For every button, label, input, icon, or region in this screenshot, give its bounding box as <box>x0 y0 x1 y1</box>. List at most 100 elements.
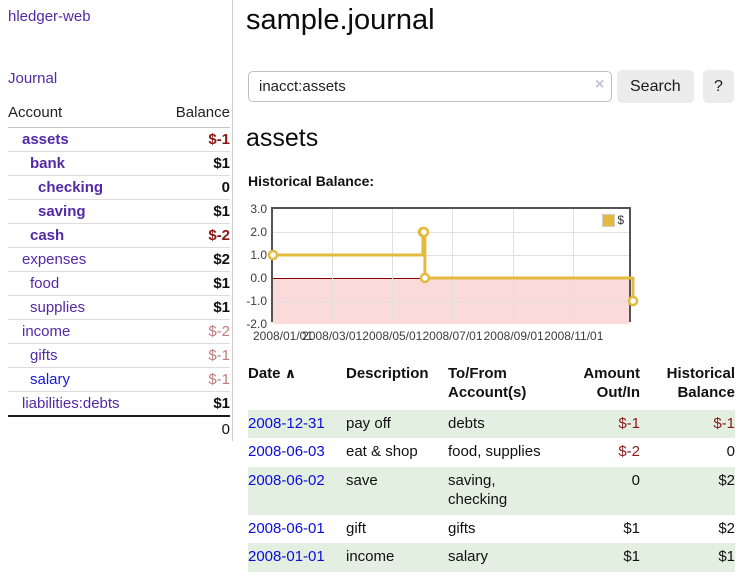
transaction-balance: $1 <box>718 548 735 566</box>
sidebar: hledger-web Journal Account Balance asse… <box>0 0 233 442</box>
transaction-date-link[interactable]: 2008-06-01 <box>248 519 325 537</box>
transaction-description: eat & shop <box>346 443 418 461</box>
chart-title: Historical Balance: <box>248 173 375 189</box>
account-link-saving[interactable]: saving <box>38 203 86 220</box>
data-point-marker <box>419 272 431 284</box>
transaction-balance: 0 <box>726 443 735 461</box>
account-link-assets[interactable]: assets <box>22 131 69 148</box>
sort-asc-icon: ∧ <box>284 365 297 381</box>
transaction-balance: $2 <box>718 472 735 489</box>
transaction-accounts: debts <box>448 414 485 432</box>
accounts-total-row: 0 <box>8 415 230 442</box>
historical-balance-chart: $ 3.0 2.0 1.0 0.0 -1.0 -2.0 2008/01/01 2008/03/… <box>245 200 725 348</box>
account-row: bank $1 <box>8 151 230 176</box>
transaction-accounts: saving, checking <box>448 472 508 508</box>
search-input[interactable] <box>248 71 612 102</box>
account-link-checking[interactable]: checking <box>38 179 104 196</box>
account-row: checking 0 <box>8 175 230 200</box>
account-balance: 0 <box>157 175 230 200</box>
transaction-date-link[interactable]: 2008-06-02 <box>248 472 325 489</box>
account-row: saving $1 <box>8 199 230 224</box>
account-link-salary[interactable]: salary <box>30 371 71 388</box>
plot-area: $ <box>267 207 639 324</box>
account-balance: $1 <box>157 199 230 224</box>
account-balance: $-2 <box>157 223 230 248</box>
transaction-amount: 0 <box>631 472 640 489</box>
account-row: salary $-1 <box>8 367 230 392</box>
transaction-accounts: food, supplies <box>448 443 541 461</box>
tofrom-column-header: To/From Account(s) <box>448 365 527 401</box>
chart-hgrid <box>273 300 629 302</box>
transaction-amount: $1 <box>623 548 640 566</box>
register-table: Date ∧ Description To/From Account(s) Am… <box>248 362 735 572</box>
search-button[interactable]: Search <box>617 70 694 103</box>
chart-vgrid <box>391 209 393 320</box>
accounts-header-row: Account Balance <box>8 102 230 128</box>
transaction-description: pay off <box>346 414 391 432</box>
transaction-description: gift <box>346 519 367 537</box>
transaction-row: 2008-06-01 gift gifts $1 $2 <box>248 515 735 544</box>
description-column-header: Description <box>346 365 429 382</box>
balance-line <box>267 226 639 307</box>
chart-xtick: 2008/09/01 <box>483 329 544 343</box>
data-point-marker <box>627 295 639 307</box>
transaction-row: 2008-06-03 eat & shop food, supplies $-2… <box>248 438 735 467</box>
account-link-liabilities-debts[interactable]: liabilities:debts <box>22 395 120 412</box>
sidebar-item-journal[interactable]: Journal <box>8 70 58 87</box>
account-row: gifts $-1 <box>8 343 230 368</box>
account-link-supplies[interactable]: supplies <box>30 299 86 316</box>
date-column-header[interactable]: Date ∧ <box>248 365 297 382</box>
account-link-cash[interactable]: cash <box>30 227 65 244</box>
account-link-bank[interactable]: bank <box>30 155 66 172</box>
chart-xtick: 2008/05/01 <box>362 329 423 343</box>
chart-vgrid <box>331 209 333 320</box>
transaction-balance: $-1 <box>713 414 735 432</box>
account-link-gifts[interactable]: gifts <box>30 347 58 364</box>
account-balance: $1 <box>157 271 230 296</box>
legend-swatch <box>602 213 616 227</box>
transaction-amount: $-1 <box>618 414 640 432</box>
account-balance: $-1 <box>157 127 230 152</box>
chart-ytick: 0.0 <box>250 271 267 285</box>
account-link-income[interactable]: income <box>22 323 71 340</box>
help-button[interactable]: ? <box>703 70 734 103</box>
account-link-food[interactable]: food <box>30 275 60 292</box>
transaction-date-link[interactable]: 2008-01-01 <box>248 548 325 566</box>
data-point-marker <box>418 226 430 238</box>
transaction-row: 2008-06-02 save saving, checking 0 $2 <box>248 467 735 515</box>
balance-column-header: Historical Balance <box>666 365 735 401</box>
transaction-description: income <box>346 548 395 566</box>
account-balance: $1 <box>157 151 230 176</box>
account-row: assets $-1 <box>8 127 230 152</box>
account-link-expenses[interactable]: expenses <box>22 251 87 268</box>
transaction-amount: $1 <box>623 519 640 537</box>
account-balance: $2 <box>157 247 230 272</box>
balance-column-header: Balance <box>157 102 230 128</box>
chart-xtick: 2008/07/01 <box>422 329 483 343</box>
transaction-accounts: gifts <box>448 519 476 537</box>
chart-vgrid <box>513 209 515 320</box>
legend-label: $ <box>617 213 624 227</box>
chart-hgrid <box>273 231 629 233</box>
chart-xtick: 2008/11/01 <box>544 329 604 343</box>
app-title-link[interactable]: hledger-web <box>8 8 91 25</box>
account-column-header: Account <box>8 102 158 128</box>
transaction-date-link[interactable]: 2008-06-03 <box>248 443 325 461</box>
amount-column-header: Amount Out/In <box>583 365 640 401</box>
transaction-accounts: salary <box>448 548 489 566</box>
chart-xtick: 2008/03/01 <box>302 329 363 343</box>
accounts-total-value: 0 <box>157 415 230 442</box>
chart-vgrid <box>452 209 453 320</box>
chart-vgrid <box>573 209 575 320</box>
transaction-amount: $-2 <box>618 443 640 461</box>
account-balance: $1 <box>157 391 230 416</box>
account-row: food $1 <box>8 271 230 296</box>
page-title: sample.journal <box>246 4 435 36</box>
register-header-row: Date ∧ Description To/From Account(s) Am… <box>248 362 735 410</box>
chart-hgrid <box>273 254 629 256</box>
data-point-marker <box>267 249 279 261</box>
transaction-date-link[interactable]: 2008-12-31 <box>248 414 325 432</box>
account-balance: $-2 <box>157 319 230 344</box>
transaction-row: 2008-01-01 income salary $1 $1 <box>248 543 735 572</box>
clear-search-icon[interactable]: × <box>595 76 605 93</box>
